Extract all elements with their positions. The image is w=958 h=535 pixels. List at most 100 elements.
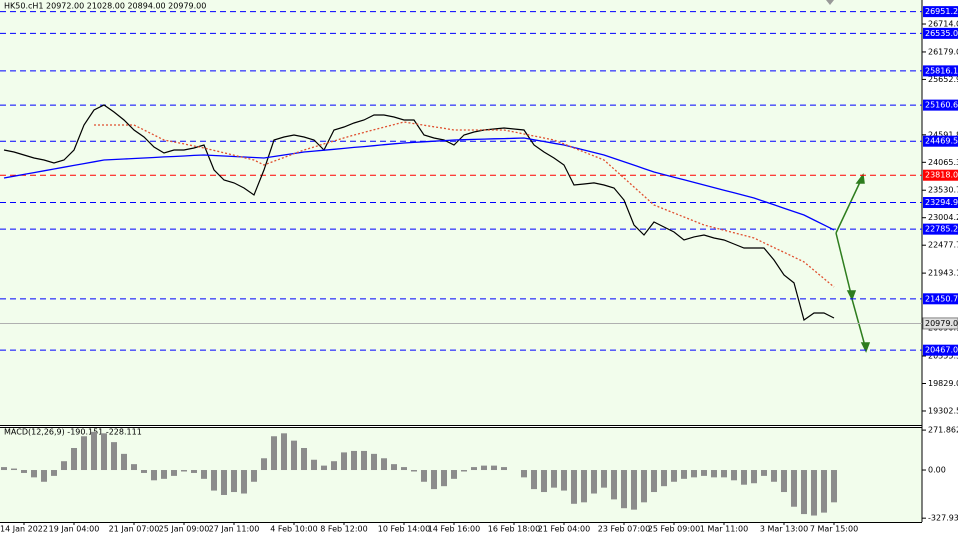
level-label: 26951.26 [925,7,958,16]
histogram-bar [811,470,817,516]
symbol-info: HK50.cH1 20972.00 21028.00 20894.00 2097… [4,2,206,11]
x-tick-label: 25 Feb 09:00 [648,525,700,534]
histogram-bar [741,470,747,485]
x-tick-label: 27 Jan 11:00 [209,525,260,534]
x-tick-label: 21 Feb 04:00 [538,525,590,534]
histogram-bar [231,470,237,493]
y-tick-label: 24065.30 [928,158,958,167]
histogram-bar [521,470,527,478]
histogram-bar [421,470,427,482]
histogram-bar [371,453,377,471]
histogram-bar [671,470,677,482]
last-price-label: 20979.00 [925,319,958,328]
y-tick-label: 26714.00 [928,20,958,29]
histogram-bar [391,464,397,471]
main-panel [0,0,922,425]
histogram-bar [351,450,357,471]
histogram-bar [581,470,587,503]
histogram-bar [731,470,737,481]
level-label-box [923,6,958,18]
histogram-bar [531,470,537,490]
histogram-bar [21,470,27,473]
histogram-bar [721,470,727,478]
histogram-bar [501,467,507,471]
histogram-bar [1,467,7,471]
histogram-bar [171,470,177,476]
last-price-box [922,317,958,330]
histogram-bar [341,452,347,471]
histogram-bar [151,470,157,481]
level-label: 24469.58 [925,137,958,146]
y-tick-label: 20355.50 [928,352,958,361]
histogram-bar [401,467,407,471]
x-tick-label: 14 Feb 16:00 [428,525,480,534]
histogram-bar [621,470,627,509]
level-label-box [923,135,958,147]
level-label-box [923,344,958,356]
histogram-bar [381,458,387,471]
histogram-bar [691,470,697,478]
level-label: 25816.19 [925,66,958,75]
histogram-bar [191,470,197,473]
level-label-box [923,27,958,39]
histogram-bar [121,453,127,471]
histogram-bar [251,470,257,482]
level-label: 22785.21 [925,225,958,234]
histogram-bar [591,470,597,494]
x-tick-label: 19 Jan 04:00 [49,525,100,534]
y-tick-label: 24591.80 [928,130,958,139]
histogram-bar [111,442,117,471]
x-tick-label: 4 Feb 10:00 [270,525,317,534]
level-label: 26535.00 [925,29,958,38]
y-tick-label: 25652.90 [928,75,958,84]
x-tick-label: 3 Mar 13:00 [760,525,808,534]
y-tick-label: 21943.10 [928,269,958,278]
level-label-box [923,223,958,235]
histogram-bar [291,440,297,471]
histogram-bar [761,470,767,476]
y-tick-label: 26179.00 [928,47,958,56]
level-label: 25160.63 [925,101,958,110]
y-tick-label: 23530.70 [928,186,958,195]
histogram-bar [321,465,327,471]
histogram-bar [11,468,17,471]
histogram-bar [41,470,47,482]
y-tick-label: 23004.20 [928,213,958,222]
y-tick-label: 271.862 [928,426,958,435]
histogram-bar [701,470,707,476]
histogram-bar [821,470,827,513]
y-tick-label: 19302.50 [928,406,958,415]
level-label: 21450.78 [925,294,958,303]
histogram-bar [201,470,207,479]
level-label: 20467.01 [925,346,958,355]
series-line [3,104,835,321]
histogram-bar [771,470,777,482]
histogram-bar [561,470,567,491]
y-tick-label: 0.00 [928,466,946,475]
forecast-arrows [835,173,871,353]
series-line [94,121,835,288]
histogram-bar [221,470,227,495]
histogram-bar [781,470,787,493]
histogram-bar [661,470,667,487]
histogram-bar [831,470,837,503]
x-tick-label: 21 Jan 07:00 [109,525,160,534]
histogram-bar [451,470,457,479]
histogram-bar [311,459,317,471]
histogram-bar [751,470,757,484]
histogram-bar [791,470,797,507]
histogram-bar [331,461,337,471]
histogram-bar [551,470,557,488]
histogram-bar [491,465,497,471]
histogram-bar [631,470,637,510]
histogram-bar [211,470,217,491]
histogram-bar [651,470,657,493]
histogram-bar [181,470,187,472]
x-tick-label: 10 Feb 14:00 [378,525,430,534]
x-tick-label: 23 Feb 07:00 [598,525,650,534]
x-tick-label: 8 Feb 12:00 [320,525,367,534]
histogram-bar [61,461,67,471]
histogram-bar [711,470,717,478]
shift-marker [826,0,834,5]
